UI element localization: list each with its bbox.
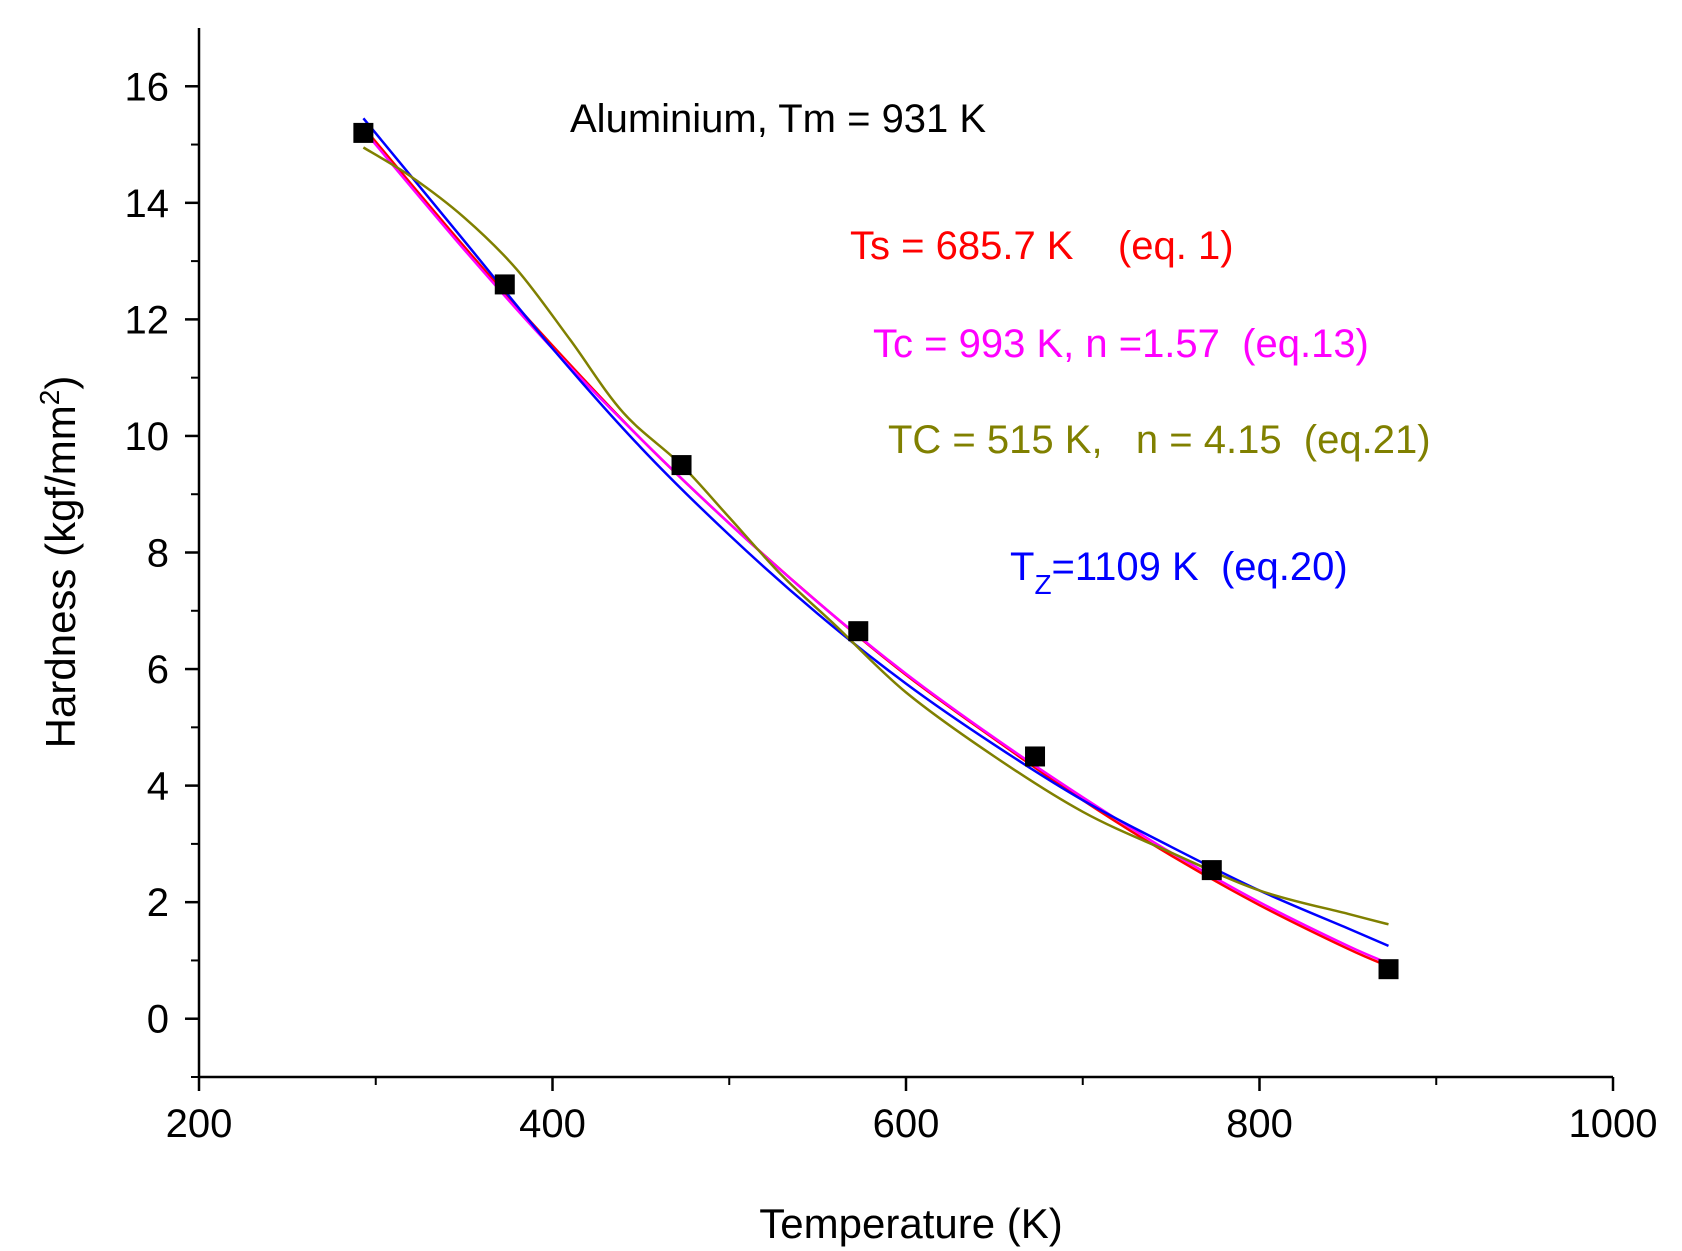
annotation-eq13: Tc = 993 K, n =1.57 (eq.13) bbox=[873, 322, 1369, 366]
y-axis-title-base: Hardness (kgf/mm bbox=[37, 405, 84, 748]
y-tick-label: 0 bbox=[147, 998, 169, 1042]
data-point-square bbox=[671, 455, 692, 476]
y-tick-label: 16 bbox=[125, 65, 170, 109]
fit-curve-eq-21 bbox=[362, 146, 1389, 926]
chart-title: Aluminium, Tm = 931 K bbox=[570, 97, 986, 141]
axes: 200 400 600 800 1000 0 2 4 6 8 10 12 14 16 bbox=[125, 28, 1658, 1146]
y-tick-label: 14 bbox=[125, 182, 170, 226]
x-tick-label: 800 bbox=[1226, 1102, 1293, 1146]
x-tick-label: 1000 bbox=[1569, 1102, 1658, 1146]
data-point-square bbox=[494, 274, 515, 295]
data-point-square bbox=[353, 122, 374, 143]
x-axis-title: Temperature (K) bbox=[759, 1200, 1062, 1247]
data-point-square bbox=[1201, 860, 1222, 881]
y-axis-title-end: ) bbox=[37, 376, 84, 390]
y-axis-title: Hardness (kgf/mm2) bbox=[34, 376, 84, 749]
y-tick-label: 6 bbox=[147, 648, 169, 692]
fit-curve-eq-20 bbox=[362, 117, 1389, 948]
x-tick-label: 600 bbox=[873, 1102, 940, 1146]
annotation-eq20-rest: =1109 K (eq.20) bbox=[1052, 545, 1348, 589]
fit-curves bbox=[362, 117, 1390, 968]
y-axis-title-sup: 2 bbox=[34, 390, 65, 406]
data-point-square bbox=[1025, 746, 1046, 767]
annotation-eq20-base: T bbox=[1010, 545, 1034, 589]
y-tick-label: 2 bbox=[147, 881, 169, 925]
y-tick-label: 10 bbox=[125, 415, 170, 459]
annotation-eq1: Ts = 685.7 K (eq. 1) bbox=[850, 224, 1234, 268]
data-points bbox=[353, 122, 1399, 980]
x-tick-label: 400 bbox=[519, 1102, 586, 1146]
annotation-eq20-sub: Z bbox=[1034, 569, 1051, 600]
y-tick-label: 4 bbox=[147, 765, 169, 809]
y-tick-label: 8 bbox=[147, 532, 169, 576]
annotation-eq21: TC = 515 K, n = 4.15 (eq.21) bbox=[888, 418, 1431, 462]
annotation-eq20: TZ=1109 K (eq.20) bbox=[1010, 545, 1348, 600]
x-tick-label: 200 bbox=[166, 1102, 233, 1146]
data-point-square bbox=[1378, 959, 1399, 980]
data-point-square bbox=[848, 621, 869, 642]
y-tick-label: 12 bbox=[125, 298, 170, 342]
